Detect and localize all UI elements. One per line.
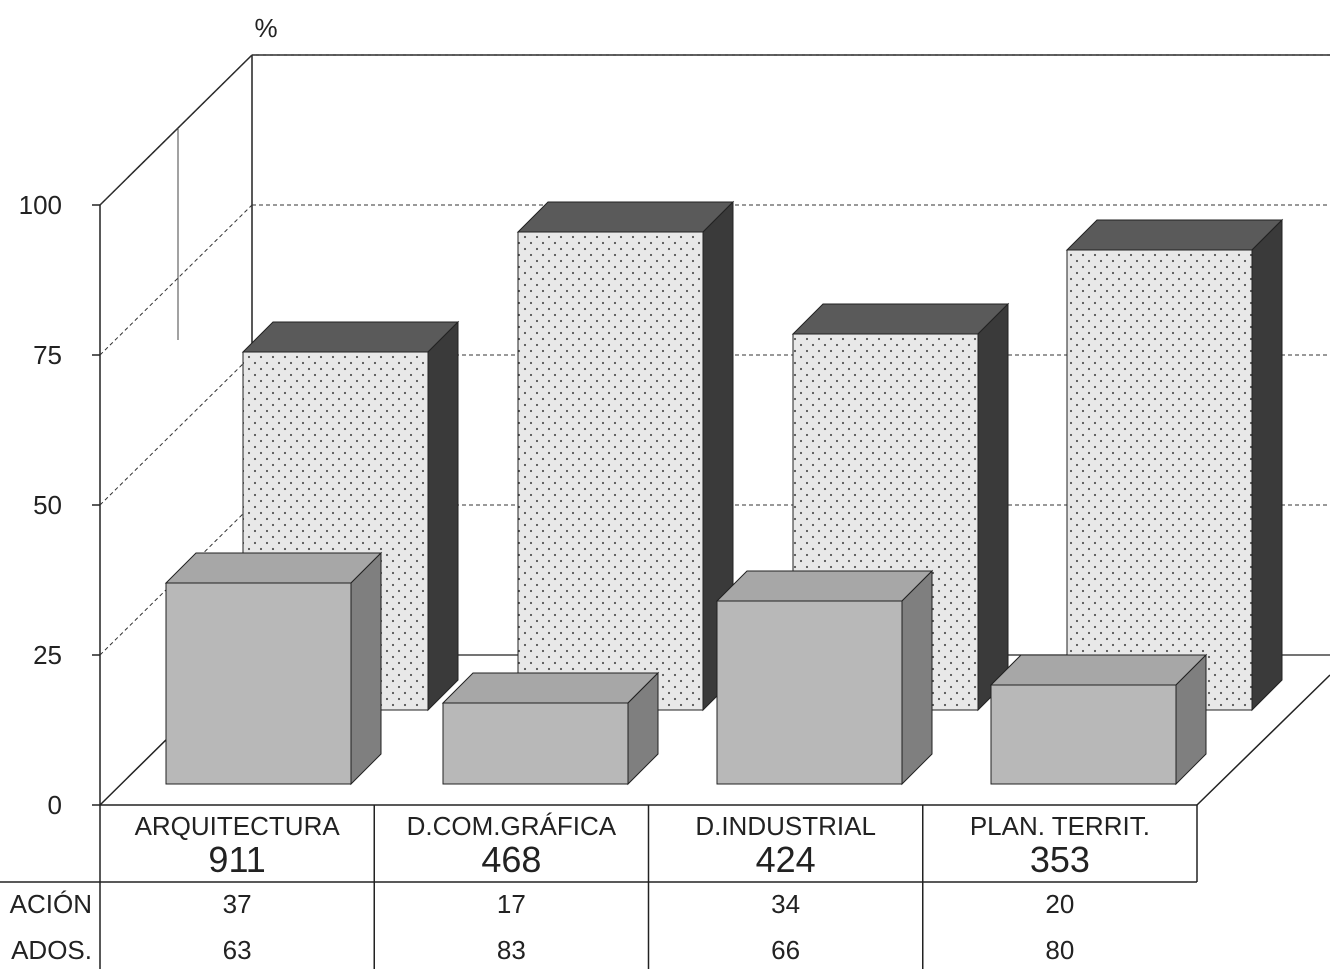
bar-front-face <box>716 600 903 785</box>
y-axis-ticks: 0 25 50 75 100 <box>19 190 100 820</box>
category-label: D.COM.GRÁFICA <box>407 811 617 841</box>
data-label: 20 <box>1045 889 1074 919</box>
bar-ADOS.-3 <box>1065 218 1284 712</box>
data-label: 34 <box>771 889 800 919</box>
bar-front-face <box>1066 249 1253 711</box>
bar-top-face <box>989 654 1208 686</box>
bar-front-face <box>517 231 704 711</box>
bar-ADOS.-1 <box>516 200 735 712</box>
bar-ACIÓN-2 <box>715 569 934 786</box>
bar-top-face <box>441 672 660 704</box>
category-label: PLAN. TERRIT. <box>970 811 1150 841</box>
bar-side-face <box>350 551 382 786</box>
y-tick-label: 0 <box>48 790 62 820</box>
data-label: 80 <box>1045 935 1074 965</box>
bar-top-face <box>791 303 1010 335</box>
gridline-diagonal <box>99 204 253 356</box>
series-front-bars <box>164 551 1208 786</box>
category-total: 911 <box>208 839 265 880</box>
y-tick-label: 100 <box>19 190 62 220</box>
gridline-diagonal <box>99 54 253 206</box>
category-label: ARQUITECTURA <box>135 811 341 841</box>
bar-front-face <box>442 702 629 785</box>
bar-side-face <box>427 320 459 712</box>
y-tick-label: 25 <box>33 640 62 670</box>
y-axis-label: % <box>254 13 277 43</box>
bar-top-face <box>164 552 383 584</box>
bar-front-face <box>165 582 352 785</box>
series-back-bars <box>241 200 1284 712</box>
y-tick-label: 50 <box>33 490 62 520</box>
gridline-diagonal <box>99 354 253 506</box>
category-total: 353 <box>1030 839 1090 880</box>
bar-top-face <box>516 201 735 233</box>
data-label: 37 <box>223 889 252 919</box>
data-label: 17 <box>497 889 526 919</box>
data-label: 66 <box>771 935 800 965</box>
bar-top-face <box>241 321 460 353</box>
bar-top-face <box>1065 219 1284 251</box>
bar-ACIÓN-0 <box>164 551 383 786</box>
bar-front-face <box>990 684 1177 785</box>
bar-top-face <box>715 570 934 602</box>
category-label: D.INDUSTRIAL <box>695 811 876 841</box>
bar-ACIÓN-3 <box>989 653 1208 786</box>
bar-side-face <box>901 569 933 786</box>
series-row-label: ADOS. <box>11 935 92 965</box>
category-total: 424 <box>756 839 816 880</box>
category-total: 468 <box>481 839 541 880</box>
series-row-label: ACIÓN <box>10 889 92 919</box>
data-label: 83 <box>497 935 526 965</box>
y-tick-label: 75 <box>33 340 62 370</box>
bar-side-face <box>1251 218 1283 712</box>
data-label: 63 <box>223 935 252 965</box>
bar-ACIÓN-1 <box>441 671 660 786</box>
bar-side-face <box>977 302 1009 712</box>
floor-right-edge <box>1196 674 1330 806</box>
